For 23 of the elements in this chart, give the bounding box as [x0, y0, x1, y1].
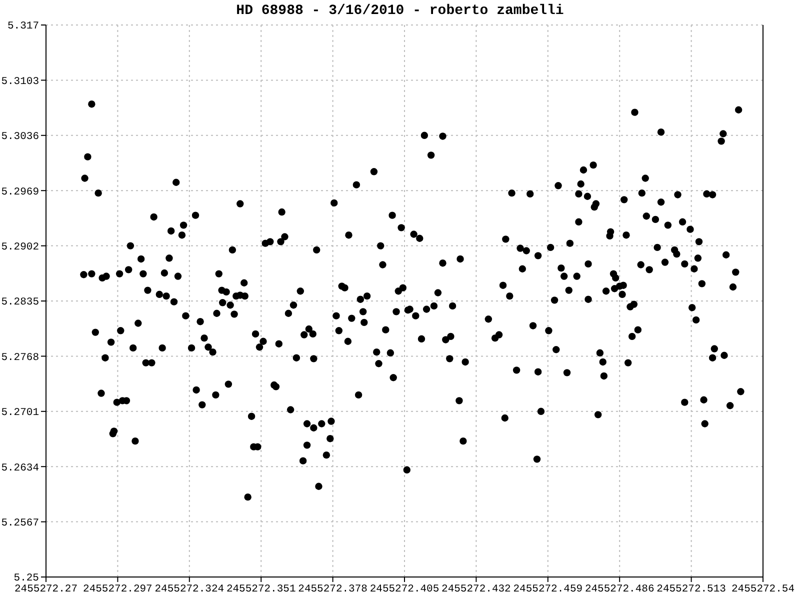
x-tick-label: 2455272.405 [370, 583, 440, 596]
y-tick-label: 5.25 [14, 572, 39, 585]
y-tick-label: 5.2835 [1, 296, 39, 309]
y-tick-label: 5.3036 [1, 131, 39, 144]
y-tick-label: 5.317 [7, 20, 39, 33]
y-tick-label: 5.3103 [1, 76, 39, 88]
x-tick-label: 2455272.27 [14, 583, 78, 596]
x-tick-label: 2455272.351 [226, 583, 296, 596]
y-tick-label: 5.2902 [1, 242, 39, 254]
y-tick-label: 5.2567 [1, 518, 39, 530]
x-tick-label: 2455272.513 [656, 583, 726, 596]
chart-title: HD 68988 - 3/16/2010 - roberto zambelli [235, 3, 565, 19]
x-tick-label: 2455272.486 [584, 583, 654, 596]
x-tick-label: 2455272.324 [154, 583, 224, 596]
x-tick-label: 2455272.378 [298, 583, 368, 596]
x-tick-label: 2455272.432 [442, 583, 511, 596]
y-tick-label: 5.2969 [1, 186, 39, 198]
y-tick-label: 5.2768 [1, 352, 39, 364]
y-tick-label: 5.2634 [1, 462, 39, 474]
x-tick-label: 2455272.54 [731, 583, 795, 596]
x-tick-label: 2455272.459 [513, 583, 583, 596]
y-tick-label: 5.2701 [1, 407, 39, 420]
x-tick-label: 2455272.297 [83, 583, 152, 596]
